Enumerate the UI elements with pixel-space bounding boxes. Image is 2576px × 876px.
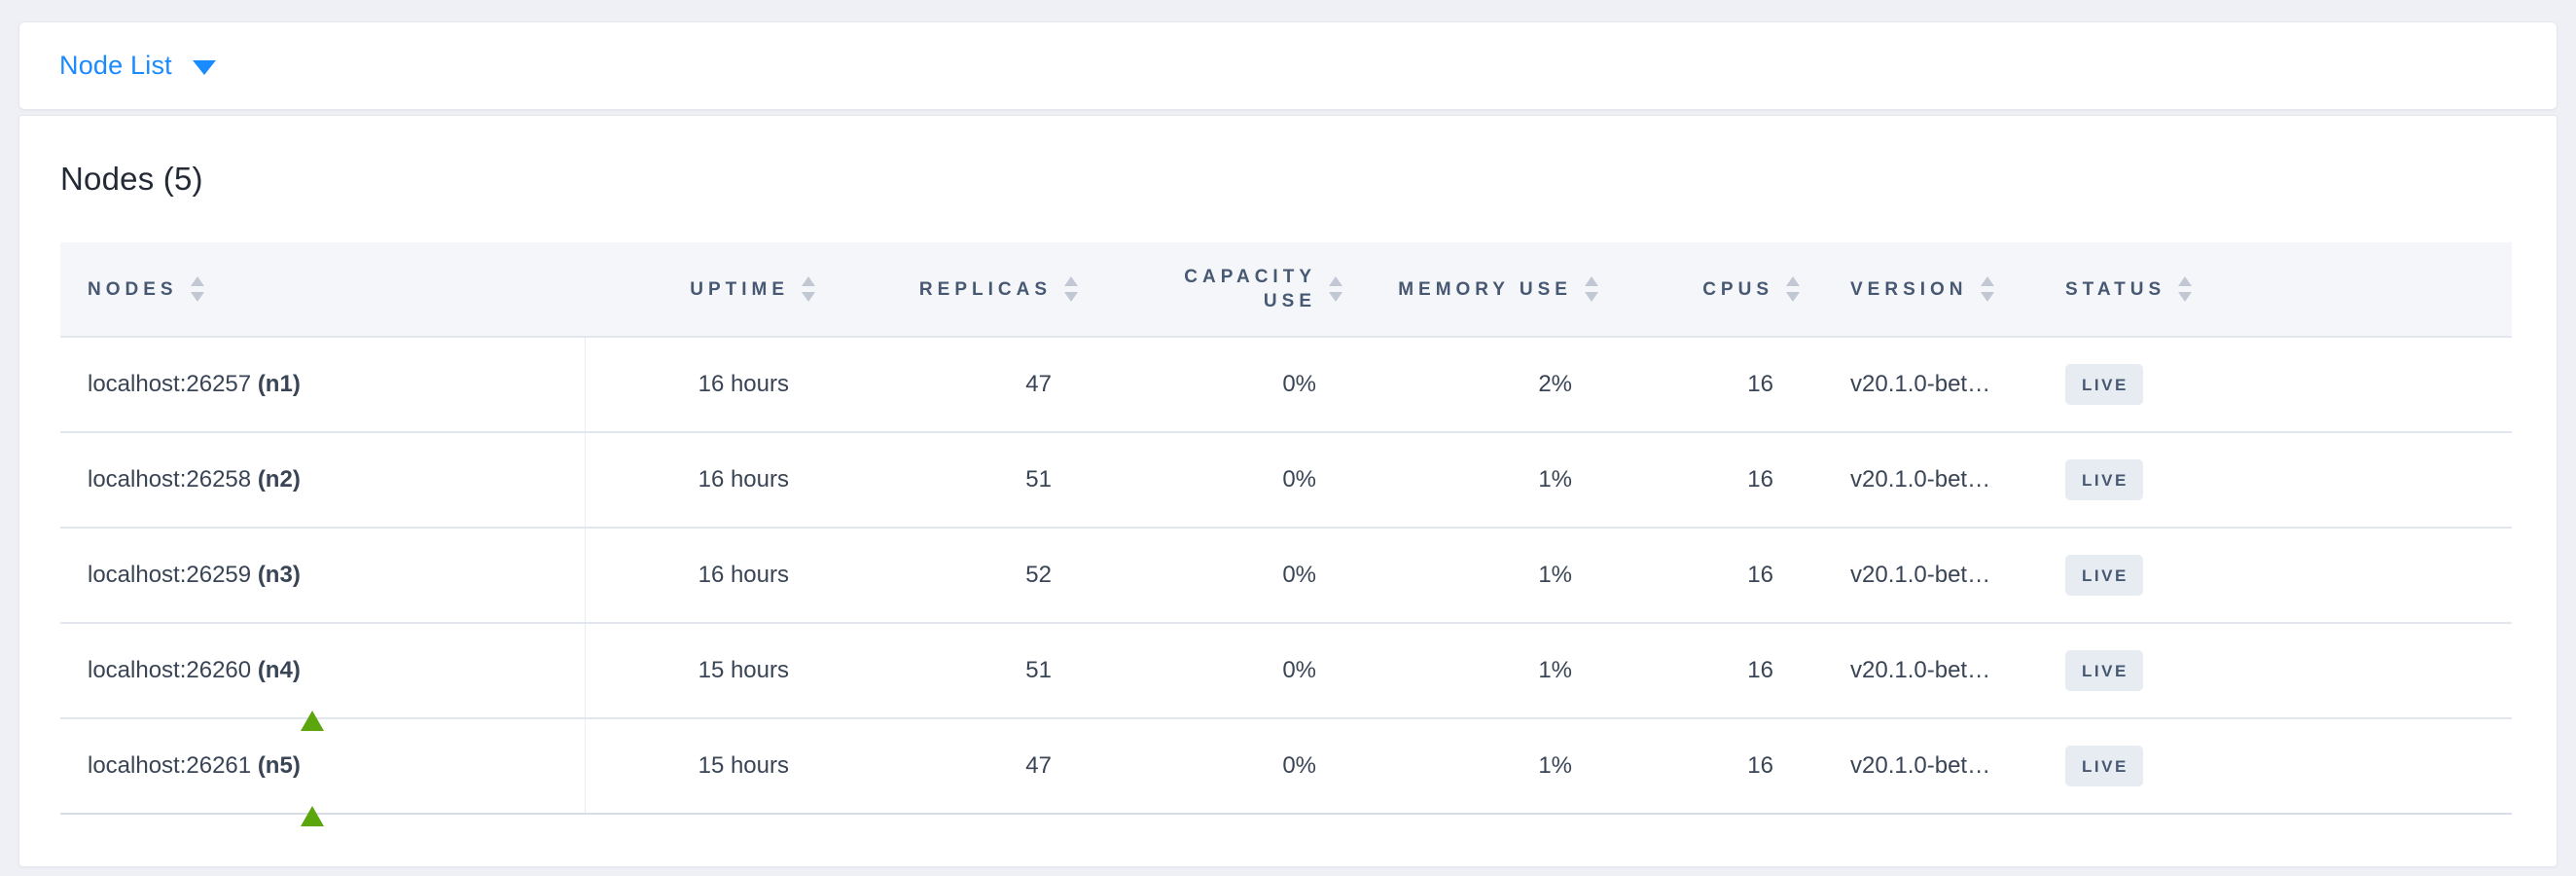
version-cell: v20.1.0-bet… <box>1806 337 2044 433</box>
capacity-use-cell: 0% <box>1084 337 1348 433</box>
node-list-dropdown-label: Node List <box>59 51 172 80</box>
node-id: (n3) <box>257 562 301 588</box>
node-row[interactable]: localhost:26259 (n3) 16 hours 52 0% 1% 1… <box>60 528 2512 624</box>
sort-arrows-icon <box>1585 275 1598 302</box>
status-badge: LIVE <box>2065 746 2143 786</box>
table-header-row: NODES UPTIME REPLICAS CAPACITY USE M <box>60 242 2512 338</box>
uptime-cell: 16 hours <box>585 337 821 433</box>
column-header-label: VERSION <box>1850 278 1968 300</box>
status-cell: LIVE <box>2044 337 2512 433</box>
replicas-cell: 51 <box>821 432 1084 529</box>
column-header-replicas[interactable]: REPLICAS <box>821 242 1084 338</box>
node-row[interactable]: localhost:26257 (n1) 16 hours 47 0% 2% 1… <box>60 337 2512 433</box>
node-list-dropdown[interactable]: Node List <box>59 51 216 81</box>
column-header-label: UPTIME <box>690 278 789 300</box>
node-row[interactable]: localhost:26261 (n5) 15 hours 47 0% 1% 1… <box>60 718 2512 826</box>
sort-arrows-icon <box>802 275 815 302</box>
uptime-cell: 16 hours <box>585 432 821 529</box>
node-address: localhost:26259 <box>88 562 252 588</box>
column-header-capacity[interactable]: CAPACITY USE <box>1084 242 1348 338</box>
cpus-cell: 16 <box>1604 718 1806 815</box>
status-badge: LIVE <box>2065 650 2143 691</box>
sort-arrows-icon <box>2178 275 2193 302</box>
column-header-memory[interactable]: MEMORY USE <box>1348 242 1604 338</box>
status-badge: LIVE <box>2065 364 2143 405</box>
status-cell: LIVE <box>2044 718 2512 815</box>
node-address: localhost:26257 <box>88 371 252 397</box>
node-id: (n2) <box>257 466 301 493</box>
replicas-cell: 52 <box>821 528 1084 624</box>
cpus-cell: 16 <box>1604 337 1806 433</box>
column-header-version[interactable]: VERSION <box>1806 242 2044 338</box>
column-header-label: CAPACITY USE <box>1184 267 1316 311</box>
capacity-use-cell: 0% <box>1084 623 1348 719</box>
nodes-panel: Nodes (5) NODES UPTIME REPLICAS CAPACIT <box>18 115 2558 867</box>
status-cell: LIVE <box>2044 623 2512 719</box>
node-row[interactable]: localhost:26258 (n2) 16 hours 51 0% 1% 1… <box>60 432 2512 529</box>
sort-arrows-icon <box>190 275 204 302</box>
page-selector-bar: Node List <box>18 21 2558 110</box>
node-id: (n5) <box>257 752 301 779</box>
node-row[interactable]: localhost:26260 (n4) 15 hours 51 0% 1% 1… <box>60 623 2512 731</box>
panel-title: Nodes (5) <box>60 161 203 197</box>
cpus-cell: 16 <box>1604 623 1806 719</box>
column-header-uptime[interactable]: UPTIME <box>585 242 821 338</box>
uptime-cell: 15 hours <box>585 623 821 719</box>
node-name-cell: localhost:26259 (n3) <box>60 528 586 624</box>
node-name-cell: localhost:26258 (n2) <box>60 432 586 529</box>
memory-use-cell: 1% <box>1348 528 1604 624</box>
node-id: (n1) <box>257 371 301 397</box>
status-badge: LIVE <box>2065 555 2143 596</box>
capacity-use-cell: 0% <box>1084 718 1348 815</box>
column-header-label: MEMORY USE <box>1398 278 1572 300</box>
status-badge: LIVE <box>2065 459 2143 500</box>
column-header-label: STATUS <box>2065 278 2166 300</box>
sort-arrows-icon <box>1064 275 1078 302</box>
uptime-cell: 15 hours <box>585 718 821 815</box>
sort-arrows-icon <box>1329 275 1342 302</box>
capacity-use-cell: 0% <box>1084 528 1348 624</box>
node-name-cell: localhost:26261 (n5) <box>60 718 586 826</box>
version-cell: v20.1.0-bet… <box>1806 432 2044 529</box>
annotation-arrow-up-icon <box>301 780 324 834</box>
cpus-cell: 16 <box>1604 432 1806 529</box>
replicas-cell: 47 <box>821 718 1084 815</box>
node-id: (n4) <box>257 657 301 683</box>
sort-arrows-icon <box>1786 275 1800 302</box>
node-name-cell: localhost:26257 (n1) <box>60 337 586 433</box>
status-cell: LIVE <box>2044 528 2512 624</box>
version-cell: v20.1.0-bet… <box>1806 718 2044 815</box>
status-cell: LIVE <box>2044 432 2512 529</box>
column-header-label: CPUS <box>1702 278 1773 300</box>
capacity-use-cell: 0% <box>1084 432 1348 529</box>
node-address: localhost:26261 <box>88 752 252 779</box>
version-cell: v20.1.0-bet… <box>1806 623 2044 719</box>
chevron-down-icon <box>192 59 216 75</box>
sort-arrows-icon <box>1980 275 1994 302</box>
column-header-status[interactable]: STATUS <box>2044 242 2512 338</box>
uptime-cell: 16 hours <box>585 528 821 624</box>
memory-use-cell: 1% <box>1348 718 1604 815</box>
column-header-nodes[interactable]: NODES <box>60 242 585 338</box>
node-address: localhost:26258 <box>88 466 252 493</box>
column-header-label: REPLICAS <box>918 278 1052 300</box>
node-list-table: NODES UPTIME REPLICAS CAPACITY USE M <box>60 242 2512 826</box>
column-header-cpus[interactable]: CPUS <box>1604 242 1806 338</box>
memory-use-cell: 1% <box>1348 623 1604 719</box>
version-cell: v20.1.0-bet… <box>1806 528 2044 624</box>
node-address: localhost:26260 <box>88 657 252 683</box>
node-name-cell: localhost:26260 (n4) <box>60 623 586 731</box>
cpus-cell: 16 <box>1604 528 1806 624</box>
replicas-cell: 47 <box>821 337 1084 433</box>
memory-use-cell: 2% <box>1348 337 1604 433</box>
column-header-label: NODES <box>88 278 178 300</box>
replicas-cell: 51 <box>821 623 1084 719</box>
memory-use-cell: 1% <box>1348 432 1604 529</box>
